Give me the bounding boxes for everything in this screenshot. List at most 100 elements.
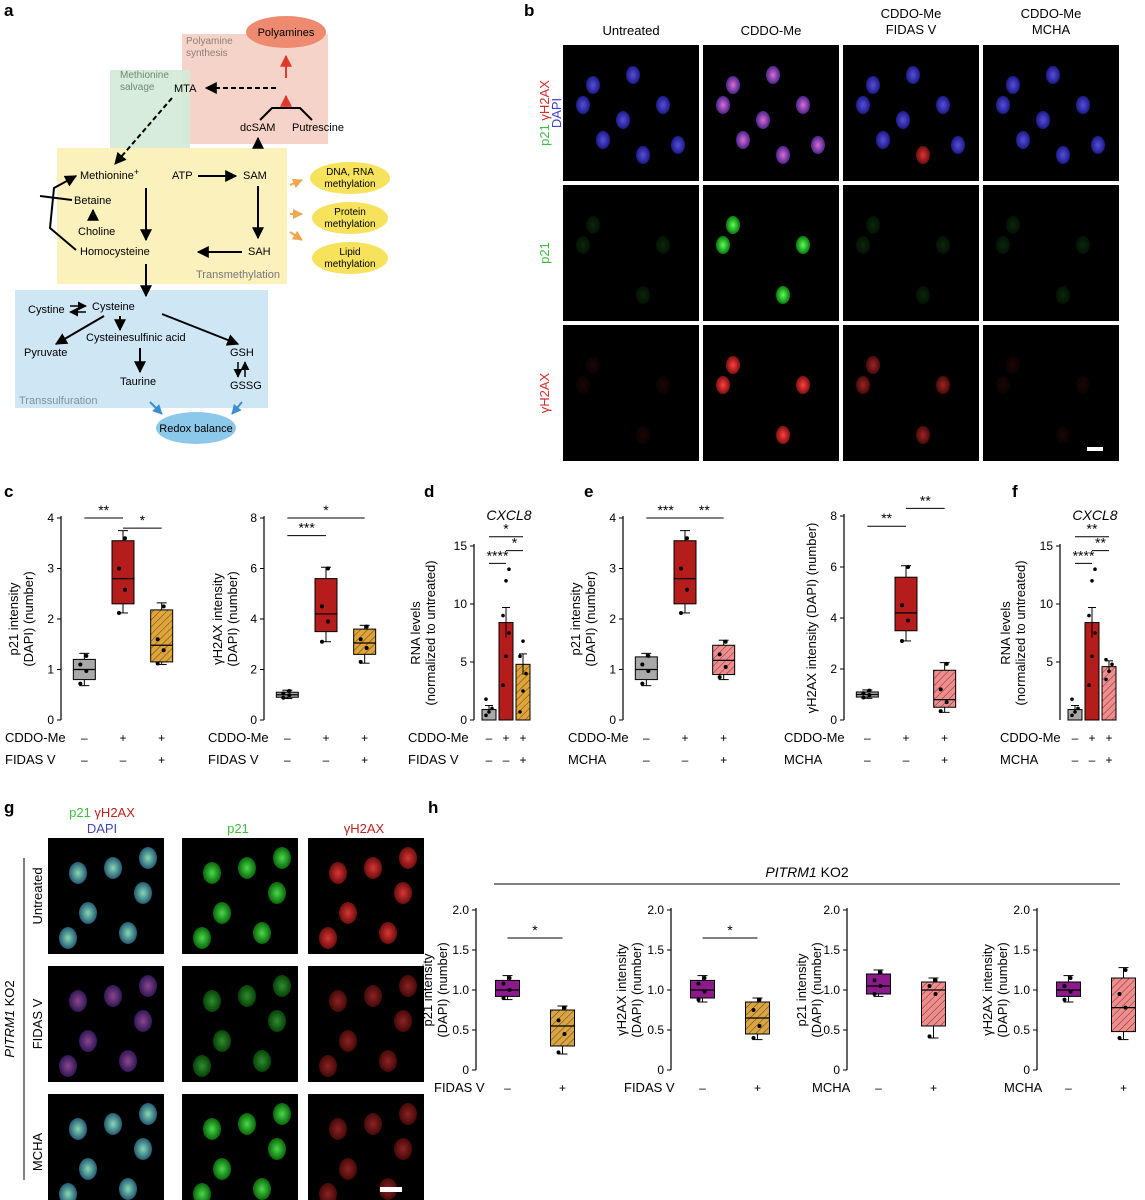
significance-label: **** — [487, 547, 509, 563]
data-point — [518, 654, 522, 658]
condition-row-label: CDDO-Me — [1000, 730, 1061, 745]
data-point — [1087, 613, 1091, 618]
putrescine-label: Putrescine — [292, 122, 344, 134]
condition-value: + — [559, 1081, 566, 1095]
data-point — [562, 1032, 567, 1036]
condition-value: + — [502, 731, 509, 745]
y-tick-label: 0.5 — [647, 1023, 664, 1037]
nucleus — [1016, 131, 1030, 149]
nucleus — [203, 1118, 221, 1140]
micro-g-col-label: γH2AX — [344, 821, 385, 836]
nucleus — [596, 131, 610, 149]
h-header-ko: KO2 — [817, 864, 849, 880]
y-tick-label: 0 — [250, 713, 257, 727]
nucleus — [399, 975, 417, 997]
condition-value: – — [699, 1081, 706, 1095]
data-point — [1076, 706, 1080, 711]
significance-label: ** — [1095, 535, 1106, 551]
chart-title: CXCL8 — [486, 507, 531, 523]
y-tick-label: 1.5 — [647, 943, 664, 957]
nucleus — [586, 76, 600, 94]
y-tick-label: 5 — [1046, 655, 1053, 669]
nucleus — [319, 1183, 337, 1200]
data-point — [900, 603, 904, 608]
y-tick-label: 1.5 — [1013, 943, 1030, 957]
condition-value: – — [903, 753, 910, 767]
condition-row-label: FIDAS V — [208, 752, 259, 767]
nucleus — [268, 882, 286, 904]
y-tick-label: 0 — [460, 713, 467, 727]
condition-value: + — [119, 731, 126, 745]
data-point — [501, 683, 505, 687]
micro-b-col-label: CDDO-Me — [741, 23, 802, 38]
nucleus — [203, 862, 221, 884]
nucleus — [726, 76, 740, 94]
data-point — [1123, 968, 1128, 972]
data-point — [1117, 1036, 1122, 1040]
y-tick-label: 6 — [830, 560, 837, 574]
y-tick-label: 4 — [250, 612, 257, 626]
nucleus — [1076, 376, 1090, 394]
nucleus — [238, 1113, 256, 1135]
data-point — [872, 992, 877, 996]
data-point — [123, 536, 127, 541]
y-tick-label: 1 — [609, 663, 616, 677]
condition-row-label: CDDO-Me — [208, 730, 269, 745]
nucleus — [716, 96, 730, 114]
nucleus — [119, 1050, 137, 1072]
nucleus — [916, 286, 930, 304]
chart-title: CXCL8 — [1072, 507, 1117, 523]
nucleus — [273, 975, 291, 997]
micro-b-row-label-part: γH2AX — [537, 372, 552, 413]
nucleus — [856, 236, 870, 254]
condition-value: + — [902, 731, 909, 745]
y-axis-label: (DAPI) (number) — [21, 571, 36, 666]
data-point — [906, 618, 910, 623]
nucleus — [876, 131, 890, 149]
nucleus — [339, 1158, 357, 1180]
nucleus — [996, 96, 1010, 114]
micro-b-row-label-dapi: DAPI — [549, 98, 564, 128]
condition-row-label: FIDAS V — [434, 1080, 485, 1095]
gsh-label: GSH — [230, 347, 254, 359]
data-point — [501, 613, 505, 618]
box — [894, 576, 918, 632]
data-point — [906, 565, 910, 569]
dna-rna-methylation-node — [310, 162, 390, 194]
panel-letter-a: a — [4, 1, 14, 20]
nucleus — [811, 136, 825, 154]
gssg-label: GSSG — [230, 380, 262, 392]
nucleus — [1056, 286, 1070, 304]
condition-value: – — [1072, 753, 1079, 767]
micro-g-col-label-dapi: DAPI — [87, 821, 117, 836]
nucleus — [726, 356, 740, 374]
data-point — [944, 700, 949, 705]
data-point — [518, 710, 522, 714]
y-axis-label: (DAPI) (number) — [225, 571, 240, 666]
condition-value: – — [81, 753, 88, 767]
y-tick-label: 1.5 — [823, 943, 840, 957]
data-point — [1104, 657, 1108, 662]
lipid-methylation-label: Lipid methylation — [324, 247, 375, 270]
data-point — [364, 624, 369, 629]
y-tick-label: 15 — [454, 539, 468, 553]
data-point — [696, 997, 701, 1002]
choline-label: Choline — [78, 226, 115, 238]
data-point — [1070, 697, 1074, 701]
nucleus — [213, 1158, 231, 1180]
data-point — [320, 604, 324, 609]
y-axis-label: (normalized to untreated) — [423, 560, 438, 705]
methionine-label: Methionine+ — [80, 167, 139, 182]
nucleus — [69, 862, 87, 884]
data-point — [501, 981, 506, 986]
micro-b-row-label-part: p21 — [537, 124, 552, 146]
nucleus — [134, 882, 152, 904]
nucleus — [796, 376, 810, 394]
data-point — [1062, 984, 1067, 988]
nucleus — [319, 927, 337, 949]
y-tick-label: 15 — [1040, 539, 1054, 553]
data-point — [1107, 669, 1111, 674]
